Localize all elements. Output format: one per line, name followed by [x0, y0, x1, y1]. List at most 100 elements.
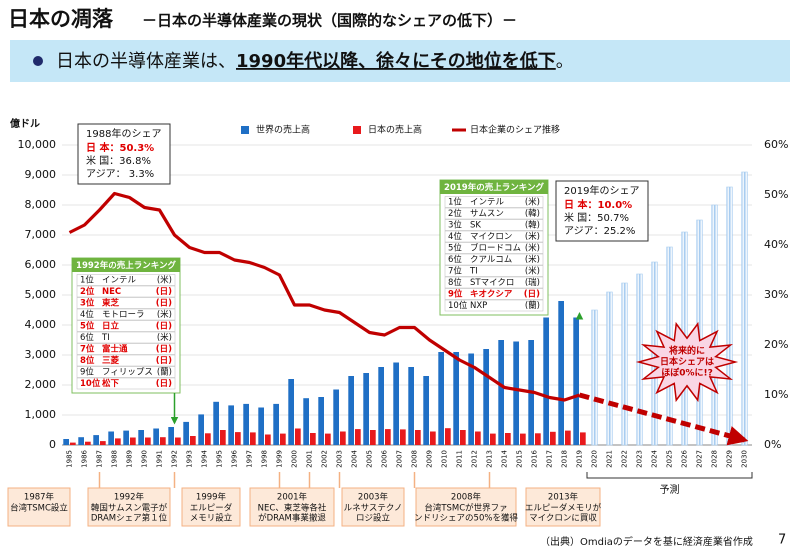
x-tick-label: 2016	[531, 449, 539, 467]
bar	[355, 429, 361, 445]
bar	[520, 433, 526, 445]
x-tick-label: 2018	[561, 450, 569, 468]
ranking-row	[444, 253, 544, 266]
event-text: 台湾TSMCが世界ファ	[424, 503, 507, 514]
ranking-box	[439, 179, 549, 316]
event-text: エルピーダ	[190, 503, 233, 514]
bullet	[33, 56, 43, 66]
event-box	[341, 487, 405, 527]
callout-text: ほぼ0%に!?	[661, 367, 713, 379]
x-tick-label: 2008	[411, 450, 419, 468]
ranking-row	[76, 297, 176, 309]
bar	[468, 353, 474, 445]
bar	[130, 437, 136, 445]
ranking-row	[76, 354, 176, 367]
bar	[438, 352, 444, 445]
event-year: 2001年	[277, 492, 308, 503]
ranking-name: サムスン	[470, 209, 504, 219]
y-tick-label: 3,000	[25, 348, 57, 361]
event-box	[7, 487, 71, 527]
bar	[63, 439, 69, 445]
ranking-header	[440, 180, 548, 194]
forecast-bar	[591, 309, 598, 446]
bar	[123, 430, 129, 445]
x-tick-label: 1986	[81, 449, 89, 467]
x-tick-label: 2007	[396, 450, 404, 468]
share-box-row: 米 国：36.8%	[86, 154, 151, 167]
ranking-rank: 9位	[80, 367, 94, 378]
page-number: 7	[778, 533, 786, 548]
forecast-bracket	[586, 472, 753, 479]
ranking-rank: 5位	[448, 243, 462, 254]
bar	[453, 352, 459, 445]
bar	[250, 432, 256, 445]
share-line	[68, 191, 581, 402]
bar	[190, 436, 196, 445]
ranking-country: (米)	[525, 254, 540, 265]
y-tick-label: 8,000	[25, 198, 57, 211]
headline-text: 。	[556, 51, 574, 72]
bar	[393, 362, 399, 445]
bar	[400, 429, 406, 445]
x-tick-label: 1996	[231, 449, 239, 467]
event-text: 台湾TSMC設立	[10, 503, 68, 514]
x-tick-label: 2030	[741, 450, 749, 468]
forecast-bar	[606, 291, 613, 446]
legend-label: 世界の売上高	[256, 124, 310, 136]
ranking-row	[444, 242, 544, 254]
bar	[580, 432, 586, 445]
share-box-row: 日 本：50.3%	[86, 141, 154, 154]
source: （出典）Omdiaのデータを基に経済産業省作成	[540, 535, 753, 548]
ranking-country: (日)	[156, 322, 172, 332]
x-tick-label: 1994	[201, 449, 209, 467]
ranking-name: NXP	[470, 301, 487, 311]
bar	[220, 430, 226, 445]
ranking-rank: 2位	[448, 208, 462, 219]
share-box-title: 1988年のシェア	[86, 127, 161, 140]
callout-text: 将来的に	[669, 345, 705, 357]
forecast-bar	[621, 282, 628, 446]
ranking-name: インテル	[470, 198, 505, 208]
event-year: 1999年	[196, 492, 227, 503]
ranking-rank: 9位	[448, 289, 463, 300]
ranking-country: (米)	[525, 266, 540, 277]
ranking-rank: 5位	[80, 321, 95, 332]
title: 日本の凋落	[8, 7, 114, 31]
event-box	[181, 487, 241, 527]
event-box	[525, 487, 601, 527]
ranking-rank: 3位	[448, 220, 462, 231]
bar	[183, 421, 189, 445]
ranking-rank: 8位	[80, 355, 95, 366]
ranking-name: 松下	[102, 378, 120, 389]
x-tick-label: 1987	[96, 450, 104, 468]
x-tick-label: 1997	[246, 450, 254, 468]
bar	[378, 367, 384, 445]
ranking-country: (米)	[157, 332, 172, 343]
x-tick-label: 2027	[696, 450, 704, 468]
ranking-country: (米)	[525, 243, 540, 254]
ranking-row	[444, 288, 544, 300]
x-tick-label: 1992	[171, 450, 179, 468]
bar	[100, 441, 106, 445]
ranking-rank: 7位	[448, 266, 462, 277]
ranking-name: SK	[470, 221, 481, 231]
bar	[490, 433, 496, 445]
x-tick-label: 1988	[111, 450, 119, 468]
event-box	[87, 487, 171, 527]
ranking-rank: 6位	[448, 254, 462, 265]
headline-emphasis: 1990年代以降、徐々にその地位を低下	[236, 50, 556, 72]
ranking-row	[76, 308, 176, 321]
y-tick-label: 1,000	[25, 408, 57, 421]
subtitle: －日本の半導体産業の現状（国際的なシェアの低下）－	[142, 12, 517, 30]
callout-text: 日本シェアは	[660, 356, 714, 368]
bar	[348, 376, 354, 445]
share-box-title: 2019年のシェア	[564, 184, 639, 197]
ranking-row	[444, 207, 544, 220]
y-tick-label: 0	[49, 438, 56, 451]
forecast-bar	[711, 204, 718, 446]
headline-band	[10, 40, 790, 82]
ranking-row	[76, 366, 176, 378]
bar	[93, 435, 99, 445]
ranking-rank: 10位	[448, 300, 468, 311]
x-tick-label: 2028	[711, 450, 719, 468]
